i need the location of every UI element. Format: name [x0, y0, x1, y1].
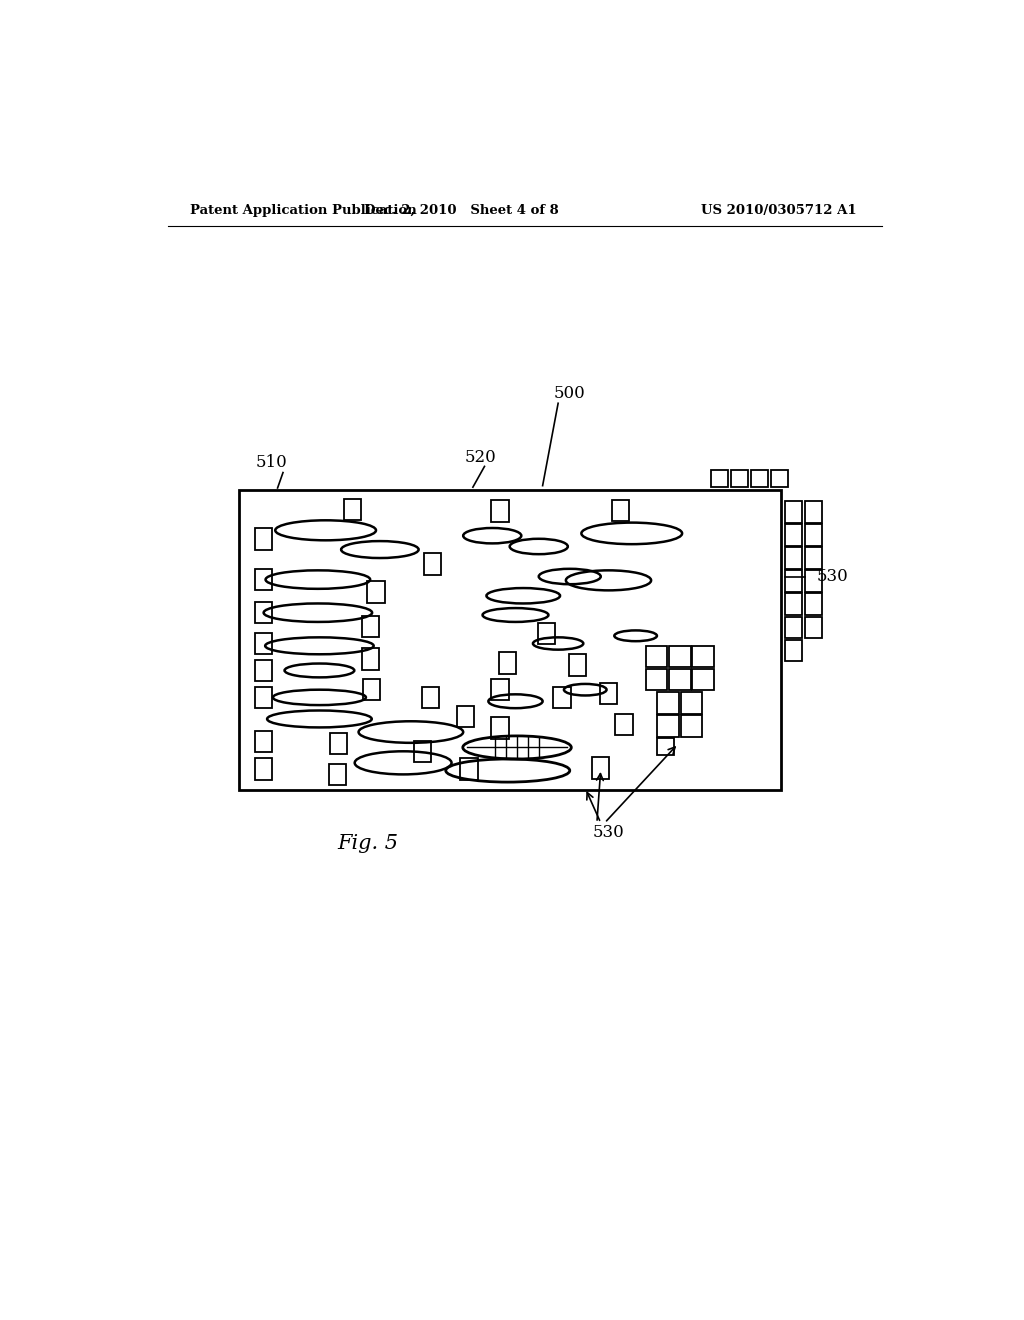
Bar	[461, 758, 477, 780]
Bar	[255, 730, 272, 752]
Bar	[569, 655, 586, 676]
Bar	[669, 669, 690, 690]
Text: 500: 500	[554, 384, 586, 401]
Bar	[805, 502, 821, 523]
Bar	[681, 715, 702, 737]
Bar	[805, 594, 821, 615]
Bar	[422, 686, 438, 708]
Text: Fig. 5: Fig. 5	[338, 834, 398, 853]
Bar	[646, 645, 668, 668]
Bar	[255, 632, 272, 655]
Text: 530: 530	[816, 568, 848, 585]
Bar	[785, 616, 802, 638]
Bar	[646, 669, 668, 690]
Text: Dec. 2, 2010   Sheet 4 of 8: Dec. 2, 2010 Sheet 4 of 8	[364, 205, 559, 218]
Bar	[255, 660, 272, 681]
Bar	[805, 548, 821, 569]
Bar	[785, 570, 802, 591]
Bar	[368, 581, 385, 603]
Bar	[255, 528, 272, 549]
Bar	[592, 758, 609, 779]
Bar	[669, 645, 690, 668]
Bar	[255, 569, 272, 590]
Bar	[751, 470, 768, 487]
Bar	[362, 615, 379, 638]
Bar	[615, 714, 633, 735]
Bar	[771, 470, 788, 487]
Bar	[711, 470, 728, 487]
Bar	[611, 499, 629, 521]
Bar	[785, 640, 802, 661]
Bar	[414, 741, 431, 762]
Text: Patent Application Publication: Patent Application Publication	[190, 205, 417, 218]
Bar	[681, 692, 702, 714]
Bar	[692, 669, 714, 690]
Bar	[492, 718, 509, 739]
Bar	[362, 678, 380, 701]
Bar	[785, 548, 802, 569]
Text: US 2010/0305712 A1: US 2010/0305712 A1	[700, 205, 856, 218]
Bar	[362, 648, 379, 669]
Bar	[500, 652, 516, 673]
Bar	[255, 686, 272, 708]
Bar	[329, 763, 346, 785]
Bar	[600, 682, 617, 705]
Bar	[657, 692, 679, 714]
Bar	[785, 502, 802, 523]
Text: 530: 530	[593, 824, 625, 841]
Text: 520: 520	[465, 449, 497, 466]
Bar	[492, 678, 509, 701]
Bar	[331, 733, 347, 755]
Bar	[805, 524, 821, 545]
Bar	[785, 524, 802, 545]
Bar	[657, 715, 679, 737]
Bar	[554, 686, 570, 708]
Bar	[344, 499, 361, 520]
Bar	[657, 738, 675, 755]
Bar	[255, 758, 272, 780]
Text: 510: 510	[256, 454, 288, 471]
Bar	[424, 553, 441, 576]
Bar	[805, 570, 821, 591]
Bar	[785, 594, 802, 615]
Bar	[255, 602, 272, 623]
Bar	[492, 500, 509, 521]
Bar	[805, 616, 821, 638]
Bar	[692, 645, 714, 668]
Bar	[731, 470, 748, 487]
Bar	[239, 490, 781, 789]
Bar	[538, 623, 555, 644]
Bar	[457, 706, 474, 727]
